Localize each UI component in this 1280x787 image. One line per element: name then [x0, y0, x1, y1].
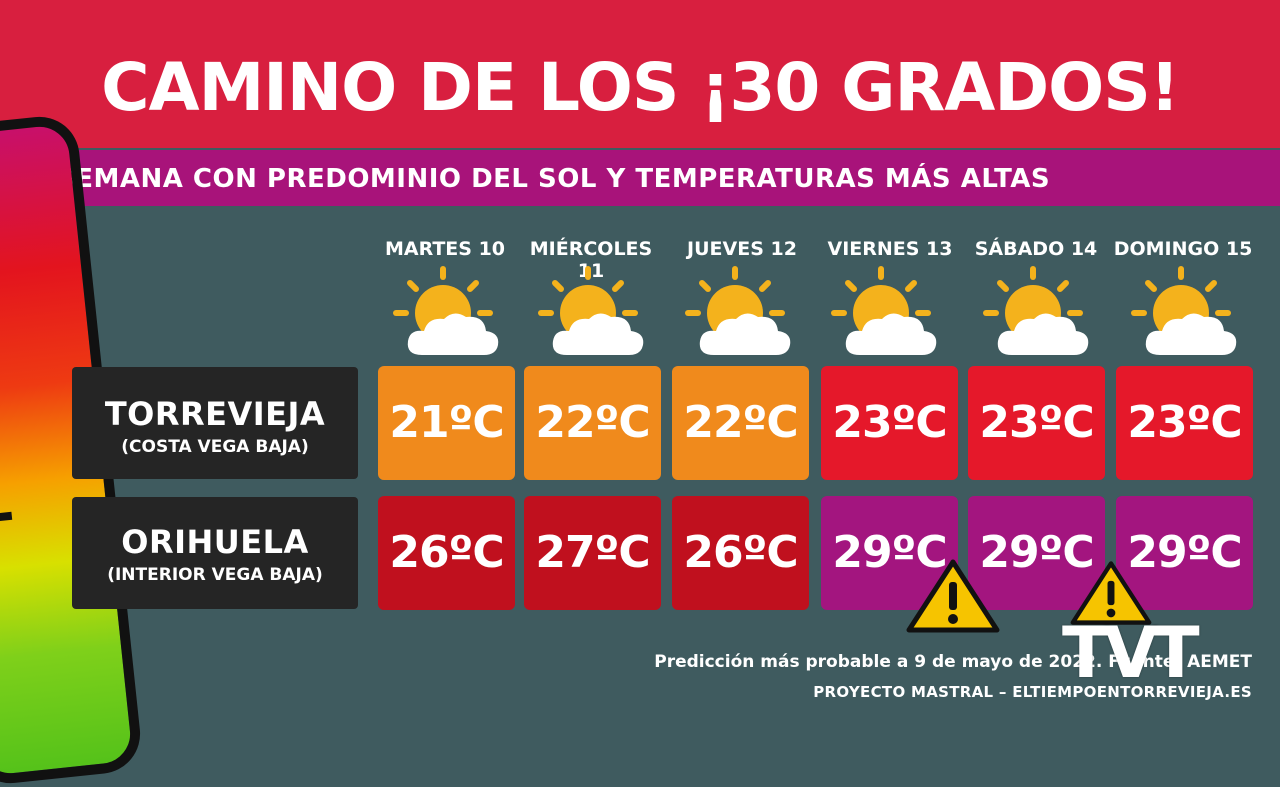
temperature-cell: 22ºC [524, 366, 661, 480]
warning-icon [1070, 561, 1152, 625]
day-header: JUEVES 12 [687, 238, 797, 260]
day-header: VIERNES 13 [827, 238, 953, 260]
day-header: SÁBADO 14 [974, 238, 1098, 260]
temperature-cell: 23ºC [821, 366, 958, 480]
sun-behind-cloud-icon [393, 266, 499, 355]
location-subtitle: (INTERIOR VEGA BAJA) [107, 565, 323, 585]
warning-icon [906, 559, 1000, 633]
sun-behind-cloud-icon [831, 266, 937, 355]
temperature-cell: 21ºC [378, 366, 515, 480]
sun-behind-cloud-icon [1131, 266, 1237, 355]
day-header: MARTES 10 [384, 238, 506, 260]
temperature-cell: 26ºC [672, 496, 809, 610]
title-banner [0, 0, 1280, 148]
temperature-cell: 29ºC [968, 496, 1105, 610]
temperature-cell: 23ºC [968, 366, 1105, 480]
page-subtitle: SEMANA CON PREDOMINIO DEL SOL Y TEMPERAT… [56, 164, 1051, 194]
day-header: DOMINGO 15 [1113, 238, 1253, 260]
location-name: ORIHUELA [121, 523, 309, 561]
location-label-torrevieja: TORREVIEJA (COSTA VEGA BAJA) [72, 367, 358, 479]
sun-behind-cloud-icon [983, 266, 1089, 355]
forecast-source-note: Predicción más probable a 9 de mayo de 2… [654, 652, 1252, 672]
temperature-cell: 27ºC [524, 496, 661, 610]
location-name: TORREVIEJA [104, 395, 326, 433]
temperature-cell: 26ºC [378, 496, 515, 610]
project-credit: PROYECTO MASTRAL – ELTIEMPOENTORREVIEJA.… [813, 683, 1252, 701]
temperature-cell: 23ºC [1116, 366, 1253, 480]
temperature-cell: 29ºC [1116, 496, 1253, 610]
sun-behind-cloud-icon [685, 266, 791, 355]
page-title: CAMINO DE LOS ¡30 GRADOS! [101, 49, 1180, 126]
location-subtitle: (COSTA VEGA BAJA) [121, 437, 309, 457]
subtitle-banner [40, 150, 1280, 206]
channel-logo: TVT [1062, 612, 1200, 694]
location-label-orihuela: ORIHUELA (INTERIOR VEGA BAJA) [72, 497, 358, 609]
temperature-cell: 22ºC [672, 366, 809, 480]
sun-behind-cloud-icon [538, 266, 644, 355]
